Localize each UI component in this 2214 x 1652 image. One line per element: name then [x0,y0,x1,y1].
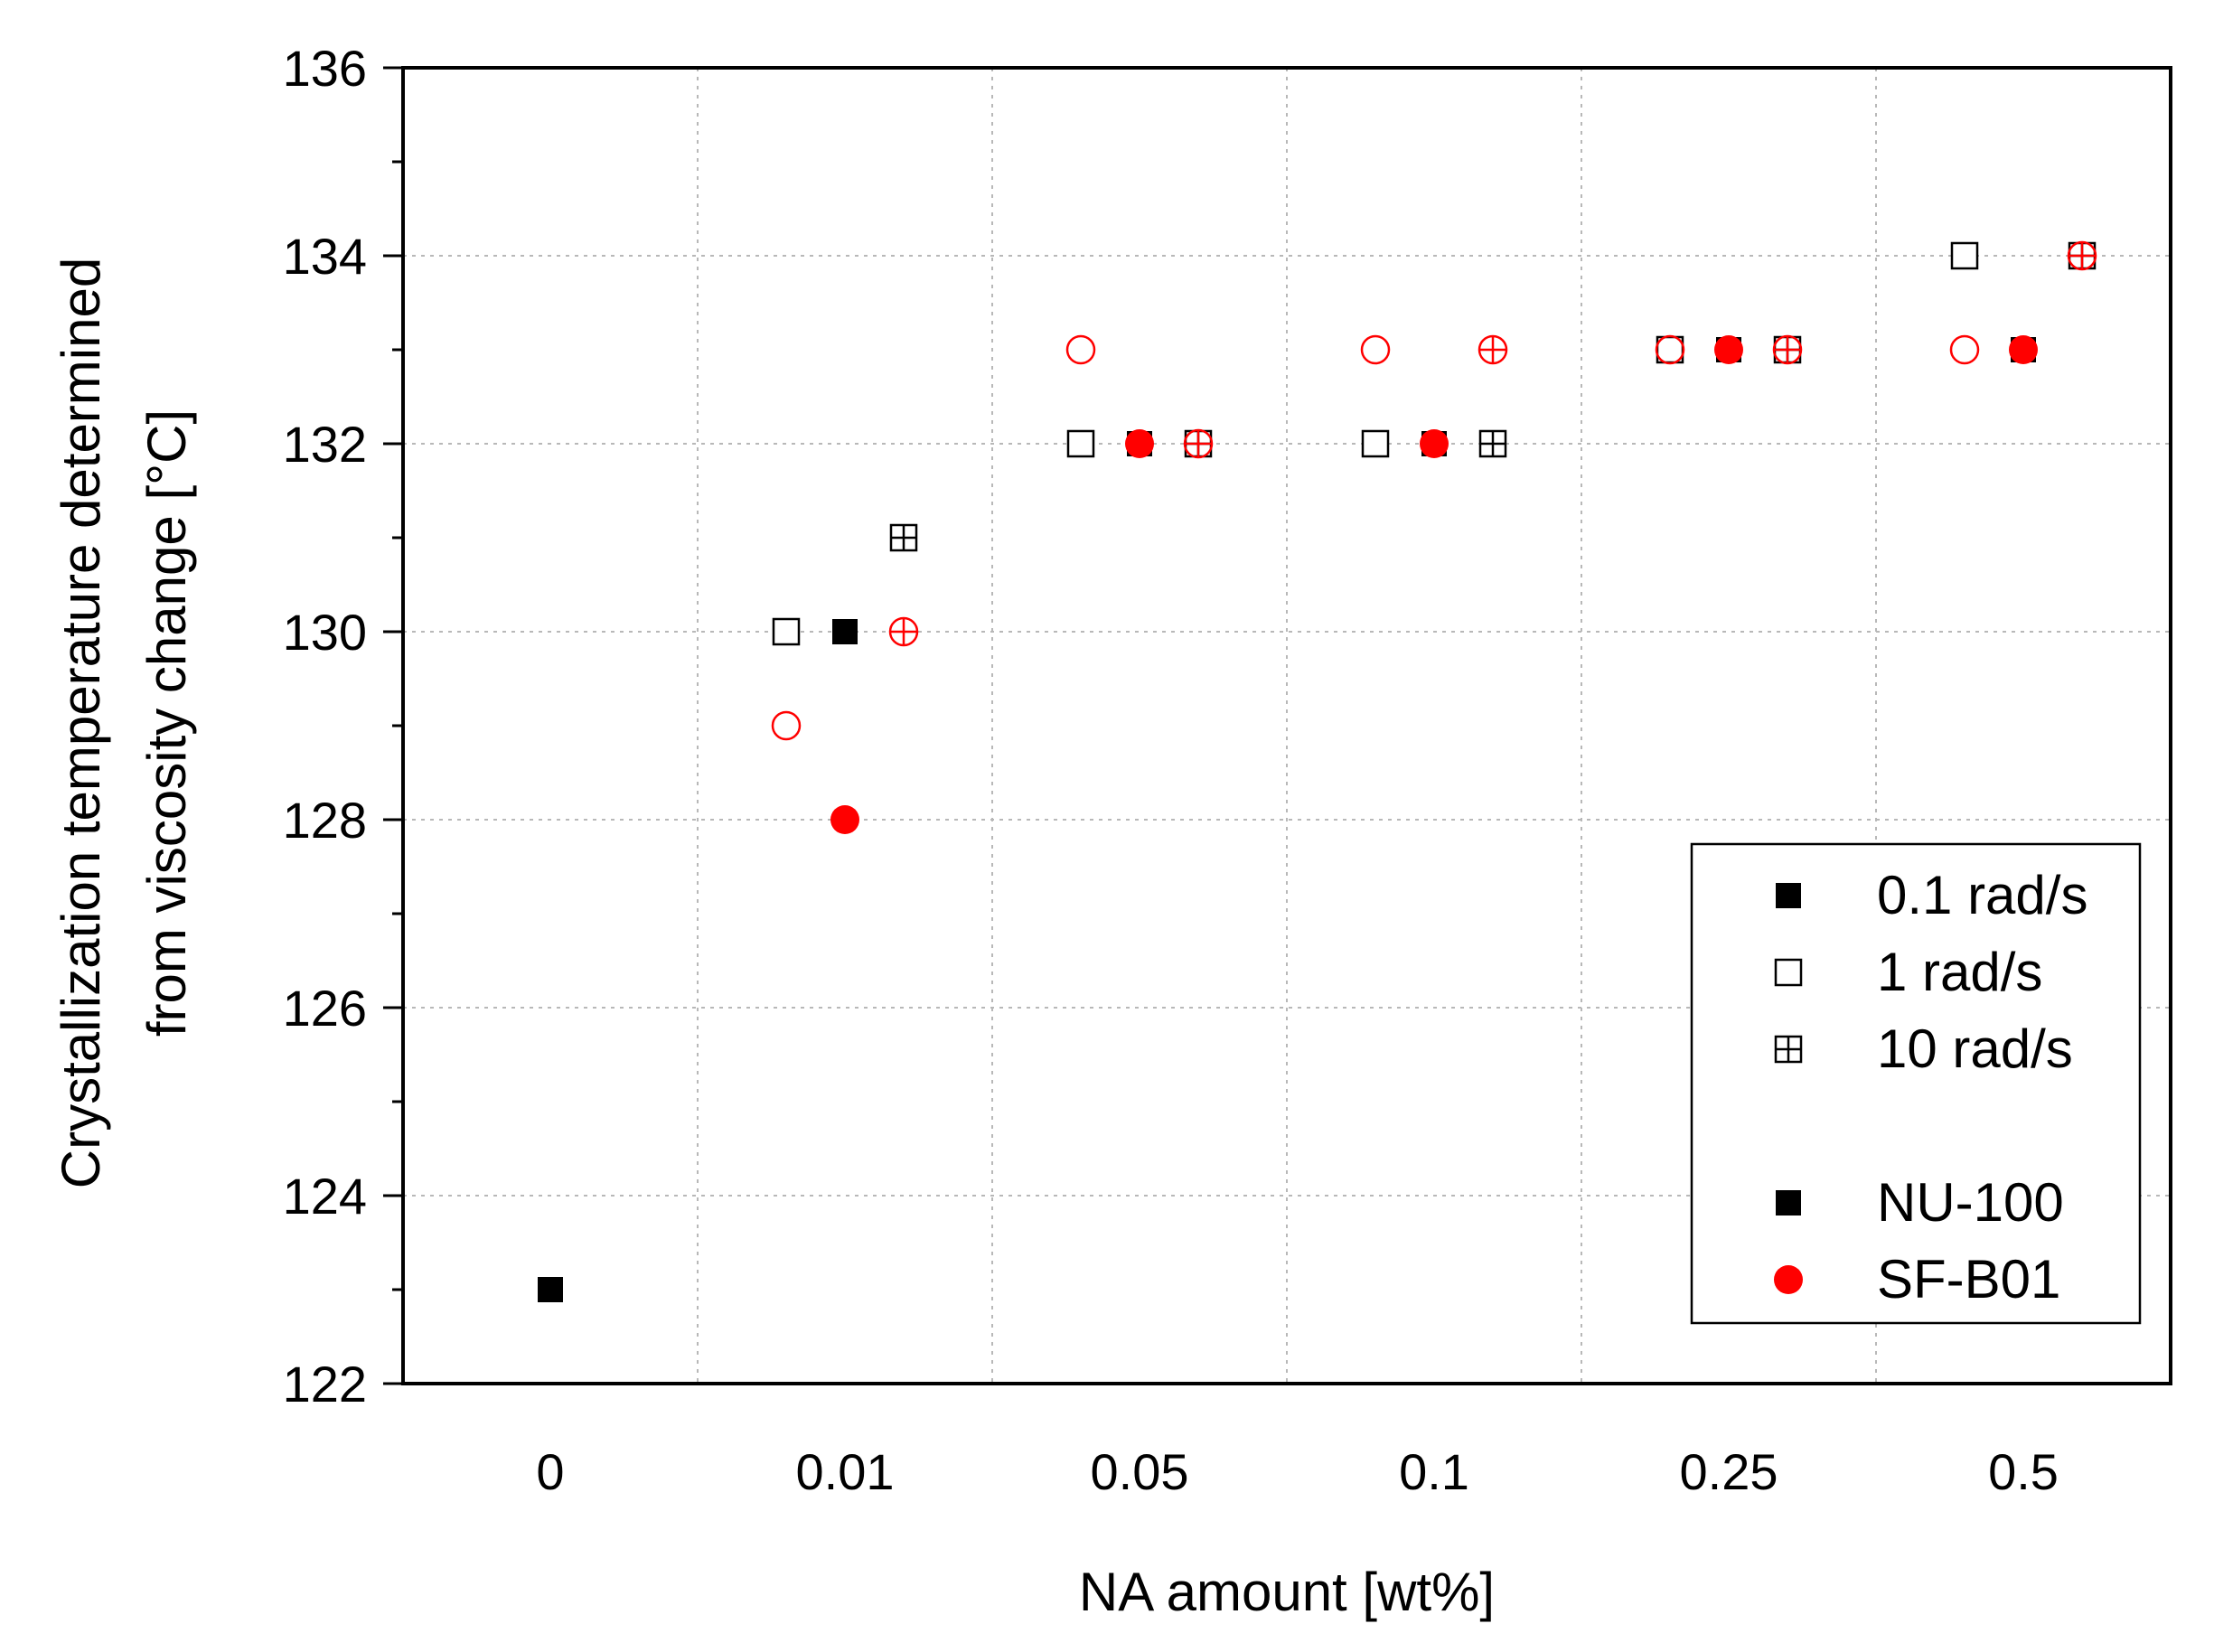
marker-shape [1065,334,1096,365]
legend-marker [1776,1190,1801,1216]
legend-marker [1774,1035,1803,1064]
marker-shape [2009,335,2038,364]
y-axis: 122 124 126 128 130 132 134 136 [283,40,403,1413]
series-circle-plus [888,240,2097,647]
marker-shape [1361,429,1390,458]
series-square-open [772,241,1979,646]
marker-shape [1776,883,1801,908]
x-tick-label: 0.01 [796,1443,895,1500]
legend-box [1690,842,2142,1325]
data-point [1361,429,1390,458]
y-tick-label: 130 [283,604,367,661]
legend-label: 0.1 rad/s [1877,865,2087,925]
marker-shape [1066,429,1095,458]
y-tick-label: 126 [283,980,367,1037]
data-point [1478,334,1508,365]
y-tick-label: 134 [283,228,367,285]
data-point [1065,334,1096,365]
legend-label: 10 rad/s [1877,1018,2073,1079]
data-point [889,523,918,552]
marker-shape [1714,335,1743,364]
x-axis-title: NA amount [wt%] [1079,1562,1495,1622]
data-point [1360,334,1391,365]
marker-shape [1776,1190,1801,1216]
marker-shape [1949,334,1980,365]
legend-marker [1776,883,1801,908]
marker-shape [1125,429,1154,458]
marker-shape [832,619,858,644]
y-tick-label: 132 [283,416,367,473]
data-point [1655,334,1685,365]
series-circle-filled [830,335,2038,834]
y-tick-label: 124 [283,1168,367,1225]
x-tick-label: 0.1 [1399,1443,1469,1500]
legend-marker [1774,958,1803,987]
marker-shape [772,617,801,646]
series-circle-open [771,334,1980,741]
data-point [772,617,801,646]
marker-shape [1360,334,1391,365]
data-point [1125,429,1154,458]
marker-shape [1420,429,1449,458]
x-tick-label: 0.25 [1680,1443,1778,1500]
data-point [1066,429,1095,458]
legend-label: NU-100 [1877,1172,2064,1233]
series-square-plus [889,241,2097,552]
data-point [832,619,858,644]
data-point [888,616,919,647]
data-point [1420,429,1449,458]
y-axis-title-line2: from viscosity change [°C] [136,409,197,1037]
legend-label: 1 rad/s [1877,942,2042,1002]
data-point [771,710,802,741]
legend-marker [1774,1265,1803,1294]
data-points [538,240,2097,1302]
legend-label: SF-B01 [1877,1249,2060,1309]
data-point [830,805,859,834]
data-point [1183,428,1214,459]
x-axis: 0 0.01 0.05 0.1 0.25 0.5 [536,1443,2059,1500]
marker-shape [1950,241,1979,270]
x-tick-label: 0.5 [1988,1443,2059,1500]
data-point [1772,334,1803,365]
data-point [1714,335,1743,364]
marker-shape [1774,1265,1803,1294]
data-point [1950,241,1979,270]
marker-shape [771,710,802,741]
data-point [2009,335,2038,364]
y-tick-label: 128 [283,792,367,849]
y-tick-label: 136 [283,40,367,97]
marker-shape [830,805,859,834]
marker-shape [1774,958,1803,987]
data-point [538,1277,563,1302]
x-tick-label: 0 [536,1443,564,1500]
data-point [1949,334,1980,365]
legend: 0.1 rad/s 1 rad/s 10 rad/s NU-100 SF-B01 [1690,842,2142,1325]
data-point [1478,429,1507,458]
y-tick-label: 122 [283,1356,367,1413]
x-tick-label: 0.05 [1091,1443,1189,1500]
marker-shape [538,1277,563,1302]
marker-shape [1655,334,1685,365]
y-axis-title-line1: Crystallization temperature determined [51,258,111,1188]
data-point [2067,240,2097,271]
